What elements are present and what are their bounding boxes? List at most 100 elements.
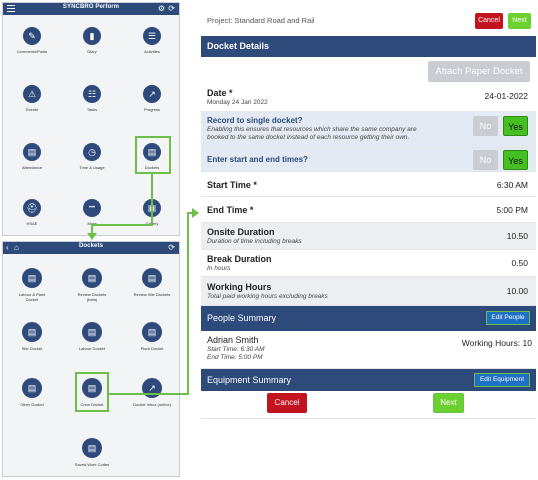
tile-activities[interactable]: ☰ Activities [132,27,172,54]
start-end-row: Enter start and end times? No Yes [201,148,536,172]
tile-label: Progress [143,107,160,112]
tile-label: Diary [87,49,97,54]
project-label: Project: Standard Road and Rail [207,16,315,25]
crew-docket-highlight [75,372,109,412]
tile-tasks[interactable]: ☷ Tasks [72,85,112,112]
tile-diary[interactable]: ▮ Diary [72,27,112,54]
equipment-summary-title: Equipment Summary [207,375,292,385]
home-icon[interactable]: ⌂ [14,243,19,252]
comments-icon: ✎ [23,27,41,45]
dockets-top-bar: ‹ ⌂ Dockets ⟳ [3,242,179,254]
tile-label: Saved Work Codes [74,462,110,467]
break-sub: In hours [207,265,231,272]
menu-icon[interactable] [7,5,15,12]
dockets-title: Dockets [78,243,104,249]
tile-labour-plant-docket[interactable]: ▤ Labour & Plant Docket [12,268,52,302]
tile-attendance[interactable]: ▤ Attendance [12,143,52,170]
break-duration-row[interactable]: Break Duration In hours 0.50 [201,250,536,277]
start-end-label: Enter start and end times? [207,155,308,164]
next-button-bottom[interactable]: Next [433,393,464,413]
connector-arrow [192,208,199,218]
people-summary-title: People Summary [207,313,277,323]
tile-other-docket[interactable]: ▤ Other Docket [12,378,52,407]
onsite-duration-row[interactable]: Onsite Duration Duration of time includi… [201,223,536,250]
tile-crew-docket[interactable]: ▤ Crew Docket [72,378,112,407]
tasks-icon: ☷ [83,85,101,103]
tile-label: Docket Inbox (online) [133,402,171,407]
tile-dockets[interactable]: ▤ Dockets [132,143,172,170]
tile-label: Comments/Posts [16,49,48,54]
app-title: SYNCBRO Perform [62,4,120,10]
tile-label: Plant Docket [140,346,164,351]
warning-icon: ⚠ [23,85,41,103]
tile-plant-docket[interactable]: ▤ Plant Docket [132,322,172,351]
tile-progress[interactable]: ↗ Progress [132,85,172,112]
connector-line [91,224,153,226]
break-label: Break Duration [207,254,272,264]
tile-label: Other Docket [20,402,44,407]
single-docket-no[interactable]: No [473,116,498,136]
clock-icon: ◷ [83,143,101,161]
person-start: Start Time: 6:30 AM [207,346,265,353]
end-time-value: 5:00 PM [496,205,528,215]
tile-labour-docket[interactable]: ▤ Labour Docket [72,322,112,351]
person-row[interactable]: Adrian Smith Start Time: 6:30 AM End Tim… [201,331,536,369]
attach-paper-docket-button[interactable]: Attach Paper Docket [428,61,530,82]
person-name: Adrian Smith [207,335,259,345]
progress-icon: ↗ [143,85,161,103]
back-icon[interactable]: ‹ [6,243,9,252]
start-time-value: 6:30 AM [496,180,528,190]
tile-site-docket[interactable]: ▤ Site Docket [12,322,52,351]
next-button[interactable]: Next [508,13,531,29]
cancel-button-bottom[interactable]: Cancel [267,393,307,413]
edit-people-button[interactable]: Edit People [486,311,530,325]
working-hours-sub: Total paid working hours excluding break… [207,293,328,300]
onsite-sub: Duration of time including breaks [207,238,302,245]
refresh-icon[interactable]: ⟳ [168,4,175,13]
date-label: Date * [207,88,233,98]
edit-equipment-button[interactable]: Edit Equipment [474,373,530,387]
tile-more[interactable]: ••• More [72,199,112,226]
tile-label: Activities [144,49,160,54]
tile-time-usage[interactable]: ◷ Time & Usage [72,143,112,170]
working-hours-label: Working Hours [207,282,272,292]
tile-review-site-dockets[interactable]: ▤ Review Site Dockets [132,268,172,297]
connector-line [151,173,153,226]
more-icon: ••• [83,199,101,217]
onsite-label: Onsite Duration [207,227,275,237]
refresh-icon[interactable]: ⟳ [168,243,175,252]
single-docket-desc: Enabling this ensures that resources whi… [207,126,417,141]
docket-icon: ▤ [82,438,102,458]
tile-comments[interactable]: ✎ Comments/Posts [12,27,52,54]
end-time-row[interactable]: End Time * 5:00 PM [201,197,536,223]
docket-icon: ▤ [143,143,161,161]
tile-label: Tasks [86,107,98,112]
tile-hse[interactable]: ⛑ HS&E [12,199,52,226]
single-docket-row: Record to single docket? Enabling this e… [201,112,536,148]
dockets-screen: ‹ ⌂ Dockets ⟳ ▤ Labour & Plant Docket ▤ Re… [2,241,180,477]
attendance-icon: ▤ [23,143,41,161]
start-end-yes[interactable]: Yes [503,150,528,170]
tile-saved-work-codes[interactable]: ▤ Saved Work Codes [72,438,112,467]
tile-label: Review Site Dockets [133,292,171,297]
tile-label: Labour & Plant Docket [18,292,46,302]
working-hours-row[interactable]: Working Hours Total paid working hours e… [201,277,536,306]
connector-line [187,212,189,395]
single-docket-yes[interactable]: Yes [503,116,528,136]
person-hours: Working Hours: 10 [461,338,532,348]
gear-icon[interactable]: ⚙ [157,4,165,13]
docket-form: Project: Standard Road and Rail Cancel N… [201,2,536,478]
cancel-button[interactable]: Cancel [475,13,503,29]
activities-icon: ☰ [143,27,161,45]
start-end-no[interactable]: No [473,150,498,170]
tile-events[interactable]: ⚠ Events [12,85,52,112]
start-time-row[interactable]: Start Time * 6:30 AM [201,172,536,197]
date-row[interactable]: Date * Monday 24 Jan 2022 24-01-2022 [201,84,536,112]
tile-review-dockets[interactable]: ▤ Review Dockets (beta) [72,268,112,302]
docket-icon: ▤ [82,322,102,342]
dockets-highlight [135,136,171,174]
date-value: 24-01-2022 [484,91,528,101]
onsite-value: 10.50 [506,231,528,241]
hard-hat-icon: ⛑ [23,199,41,217]
tile-label: Events [25,107,39,112]
